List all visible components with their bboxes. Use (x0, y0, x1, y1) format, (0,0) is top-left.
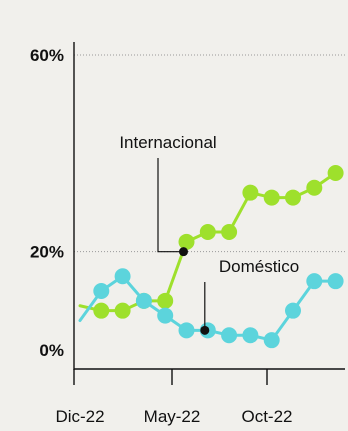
y-tick-label: 20% (30, 243, 64, 262)
data-point (286, 303, 301, 318)
series-label: Doméstico (219, 257, 299, 276)
data-point (243, 328, 258, 343)
data-point (136, 293, 151, 308)
data-point (328, 274, 343, 289)
x-tick-label: Dic-22 (55, 407, 104, 426)
data-point (264, 333, 279, 348)
x-tick-label: Oct-22 (241, 407, 292, 426)
data-point (179, 234, 194, 249)
data-point (328, 166, 343, 181)
callout-marker (179, 247, 188, 256)
y-tick-label: 0% (39, 341, 64, 360)
data-point (179, 323, 194, 338)
series-label: Internacional (119, 133, 216, 152)
series-group (80, 166, 343, 348)
data-point (286, 190, 301, 205)
data-point (200, 225, 215, 240)
data-point (307, 180, 322, 195)
data-point (222, 225, 237, 240)
data-point (115, 303, 130, 318)
data-point (222, 328, 237, 343)
data-point (307, 274, 322, 289)
callout-marker (200, 326, 209, 335)
data-point (158, 308, 173, 323)
data-point (115, 269, 130, 284)
y-tick-label: 60% (30, 46, 64, 65)
data-point (243, 185, 258, 200)
data-point (94, 303, 109, 318)
data-point (264, 190, 279, 205)
data-point (94, 284, 109, 299)
x-tick-label: May-22 (144, 407, 201, 426)
grid-lines (74, 55, 345, 252)
callout-leader (158, 158, 184, 252)
data-point (158, 293, 173, 308)
